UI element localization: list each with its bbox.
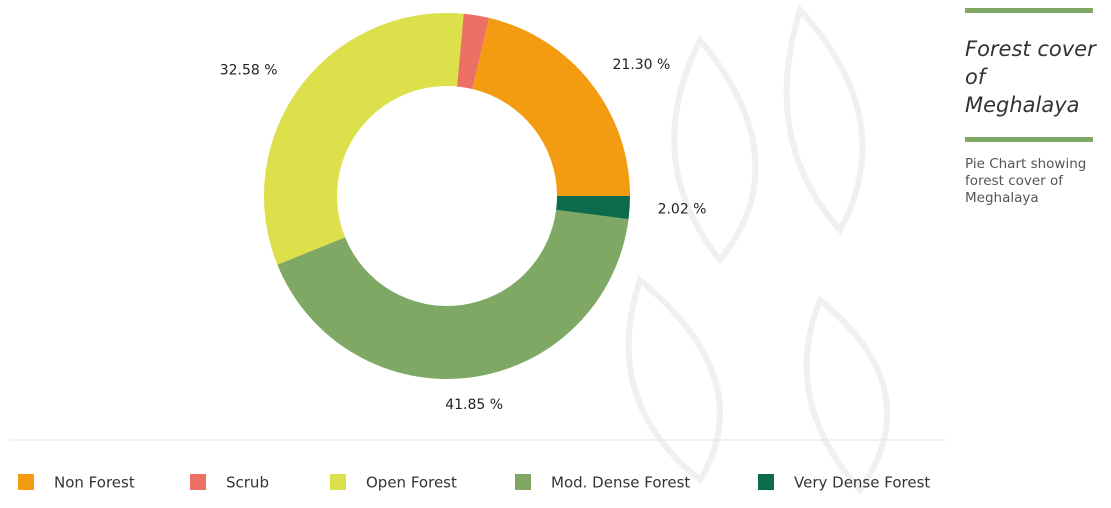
legend-swatch — [330, 474, 346, 490]
legend-label: Non Forest — [54, 474, 135, 492]
donut-slice — [556, 196, 630, 220]
data-label: 41.85 % — [445, 397, 503, 413]
sidebar-title: Forest cover of Meghalaya — [965, 37, 1096, 117]
sidebar: Forest cover of Meghalaya Pie Chart show… — [965, 0, 1105, 207]
donut-slice — [264, 12, 464, 265]
legend-swatch — [758, 474, 774, 490]
sidebar-rule — [965, 8, 1093, 13]
legend-swatch — [515, 474, 531, 490]
legend-label: Mod. Dense Forest — [551, 474, 690, 492]
sidebar-description: Pie Chart showing forest cover of Meghal… — [965, 156, 1087, 206]
donut-slice — [277, 209, 629, 379]
chart: 21.30 %2.25 %32.58 %41.85 %2.02 %Non For… — [10, 4, 945, 495]
background-leaves — [625, 4, 891, 495]
data-label: 2.02 % — [658, 201, 707, 217]
data-label: 21.30 % — [612, 57, 670, 73]
legend-label: Very Dense Forest — [794, 474, 930, 492]
legend-swatch — [190, 474, 206, 490]
data-label: 32.58 % — [220, 62, 278, 78]
donut-slice — [457, 13, 490, 89]
legend-label: Scrub — [226, 474, 269, 492]
legend-label: Open Forest — [366, 474, 457, 492]
donut-slice — [472, 17, 630, 196]
legend-swatch — [18, 474, 34, 490]
sidebar-rule — [965, 137, 1093, 142]
